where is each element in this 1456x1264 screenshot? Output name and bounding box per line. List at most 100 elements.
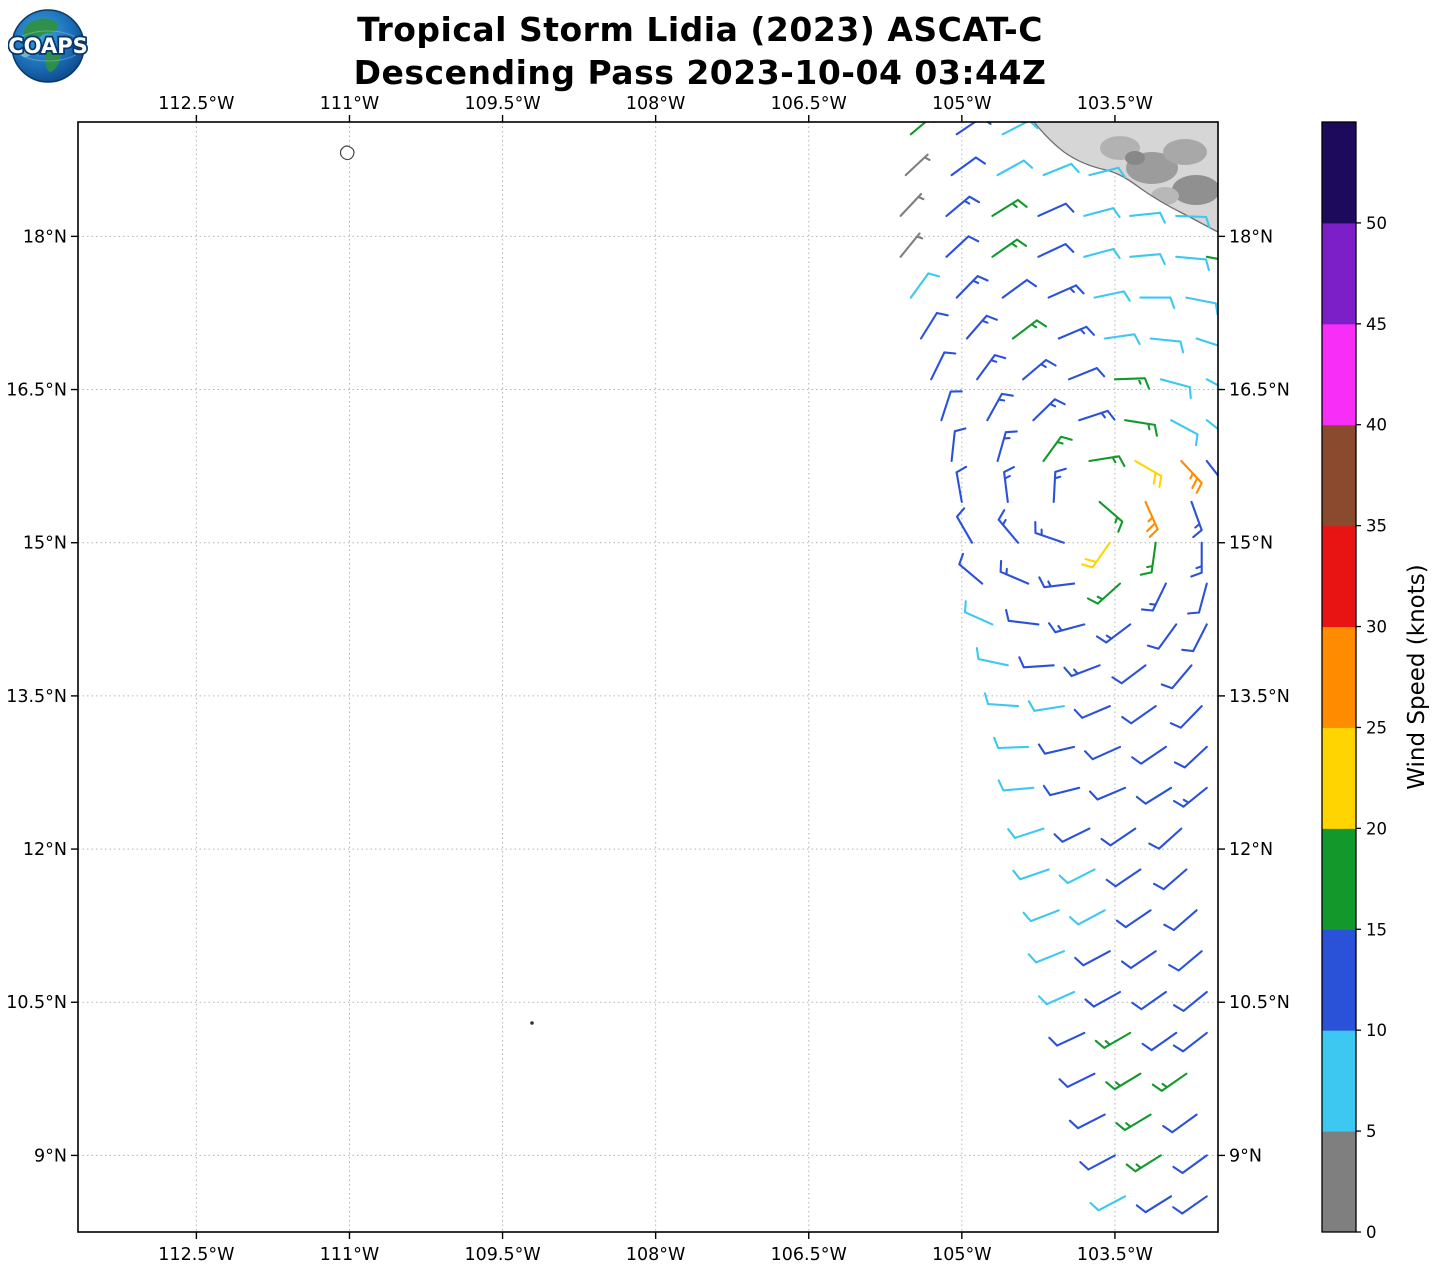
terrain-patch — [1172, 175, 1218, 205]
wind-barb — [1159, 378, 1192, 400]
wind-barb — [1175, 214, 1211, 229]
logo-cloud — [21, 47, 33, 57]
wind-barb — [1027, 700, 1065, 712]
wind-barb — [1053, 827, 1091, 843]
x-tick-label-bottom: 112.5°W — [158, 1245, 234, 1264]
wind-barb — [1115, 1113, 1152, 1132]
wind-barb — [1048, 1031, 1086, 1047]
colorbar-segment — [1322, 929, 1356, 1031]
colorbar-segment — [1322, 122, 1356, 224]
wind-barb — [1105, 868, 1142, 888]
wind-barb — [1105, 1072, 1142, 1091]
wind-barb — [1144, 500, 1159, 538]
wind-barb — [1012, 868, 1050, 881]
wind-barb — [1172, 990, 1208, 1012]
wind-barb — [1146, 623, 1178, 650]
land-layer — [1033, 122, 1218, 233]
wind-barb — [1003, 466, 1015, 503]
wind-barb — [1022, 358, 1057, 381]
y-tick-label-left: 13.5°N — [6, 687, 67, 707]
wind-barb — [1162, 1113, 1198, 1134]
colorbar: 0 5 10 15 20 25 30 35 40 45 50 — [1321, 121, 1387, 1242]
chart-title: Tropical Storm Lidia (2023) ASCAT-C Desc… — [0, 8, 1400, 94]
wind-barb — [1160, 664, 1193, 690]
wind-barb — [1205, 378, 1218, 387]
wind-barb — [1037, 990, 1076, 1006]
x-tick-label-top: 111°W — [320, 94, 379, 114]
wind-barb — [986, 392, 1014, 422]
grid-layer — [78, 122, 1218, 1232]
wind-barb — [955, 122, 992, 136]
x-tick-label-bottom: 108°W — [626, 1245, 685, 1264]
wind-barb — [1027, 950, 1065, 964]
colorbar-tick-label: 20 — [1366, 819, 1387, 838]
logo-text: COAPS — [8, 34, 87, 58]
wind-barb — [1063, 664, 1101, 678]
wind-barb — [899, 192, 925, 217]
wind-barb — [1172, 786, 1208, 808]
logo-continent-north — [23, 18, 59, 42]
wind-barb — [1001, 122, 1039, 136]
wind-barb — [1086, 582, 1122, 605]
wind-barb — [955, 507, 974, 544]
wind-barb — [1180, 459, 1203, 494]
y-tick-label-right: 13.5°N — [1229, 687, 1290, 707]
wind-barb — [1067, 367, 1106, 381]
wind-barb — [1032, 398, 1066, 422]
wind-barb — [1190, 541, 1203, 578]
wind-barb — [963, 600, 994, 626]
wind-barb — [1038, 576, 1076, 589]
wind-barb — [1005, 608, 1040, 626]
wind-barb — [1042, 162, 1080, 177]
title-line2: Descending Pass 2023-10-04 03:44Z — [353, 53, 1047, 92]
wind-barb — [1103, 333, 1141, 346]
wind-barb — [1190, 500, 1203, 539]
wind-barb — [1022, 909, 1060, 923]
coaps-logo: COAPS — [8, 9, 88, 83]
island-layer — [339, 145, 534, 1025]
x-tick-label-bottom: 109.5°W — [464, 1245, 540, 1264]
colorbar-tick-label: 45 — [1366, 315, 1387, 334]
y-tick-label-left: 15°N — [23, 534, 67, 554]
colorbar-segment — [1322, 525, 1356, 628]
wind-barb — [1093, 290, 1131, 302]
wind-barb — [1058, 1072, 1096, 1088]
colorbar-segment — [1322, 323, 1356, 426]
wind-barb — [1120, 950, 1157, 970]
title-line1: Tropical Storm Lidia (2023) ASCAT-C — [357, 10, 1043, 49]
x-tick-label-top: 106.5°W — [771, 94, 847, 114]
wind-barb — [1083, 247, 1121, 260]
wind-barb — [955, 465, 968, 503]
wind-barb — [991, 198, 1028, 217]
wind-barb — [1111, 664, 1147, 685]
wind-barb — [965, 314, 998, 340]
y-tick-label-right: 9°N — [1229, 1146, 1262, 1166]
wind-barb — [1094, 1031, 1132, 1049]
colorbar-tick-label: 50 — [1366, 214, 1387, 233]
wind-barb — [996, 159, 1034, 177]
wind-barb — [1185, 296, 1218, 316]
wind-barb — [1058, 868, 1096, 885]
wind-barb — [997, 779, 1035, 792]
x-tick-label-bottom: 105°W — [932, 1245, 991, 1264]
frame-layer — [77, 121, 1219, 1233]
wind-barb — [1088, 166, 1126, 179]
wind-barb — [1135, 1195, 1173, 1214]
terrain-patch — [1163, 139, 1207, 165]
colorbar-segment — [1322, 626, 1356, 728]
wind-barb — [1080, 541, 1111, 569]
colorbar-segment — [1322, 1131, 1356, 1233]
wind-barb — [1205, 459, 1218, 478]
terrain-patch — [1151, 187, 1179, 205]
wind-barb — [1042, 784, 1081, 797]
wind-barb — [1113, 377, 1151, 390]
wind-barb — [1129, 211, 1166, 224]
x-tick-label-top: 103.5°W — [1077, 94, 1153, 114]
wind-barb — [1073, 705, 1111, 719]
wind-barb — [1084, 990, 1122, 1008]
island-outline — [339, 145, 355, 161]
wind-barb — [996, 430, 1018, 463]
small-island-dot — [530, 1021, 534, 1025]
wind-barb — [1047, 284, 1085, 299]
